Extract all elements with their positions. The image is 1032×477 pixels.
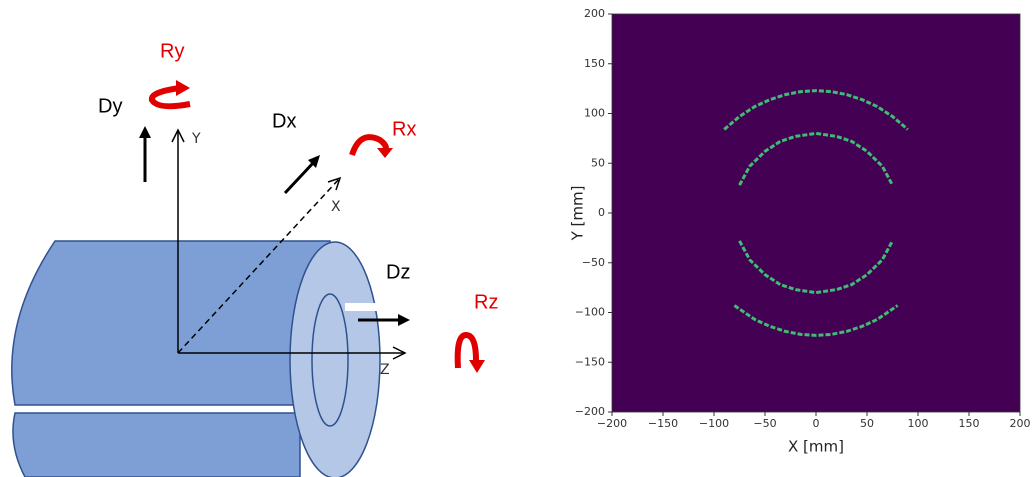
cylinder-lower — [12, 412, 301, 477]
arrow-head — [469, 360, 485, 373]
x-axis-label: X [mm] — [788, 438, 844, 456]
arc-line — [738, 131, 894, 186]
arrow-head — [139, 126, 151, 138]
arrow-head — [176, 80, 190, 96]
x-tick-label: 0 — [813, 417, 820, 430]
arrow-head — [392, 346, 407, 360]
cylinder-upper — [11, 240, 331, 406]
arc-line — [733, 304, 899, 337]
inner-hole — [311, 293, 349, 427]
y-tick-label: −200 — [575, 405, 605, 418]
label-y: Y — [191, 131, 201, 147]
x-tick-label: 50 — [860, 417, 874, 430]
y-tick-label: 100 — [584, 107, 605, 120]
x-tick-label: 200 — [1010, 417, 1031, 430]
x-tick-label: −200 — [597, 417, 627, 430]
plot-frame — [611, 13, 1021, 413]
heatmap-chart: −200 −150 −100 −50 0 50 100 150 200 −200 −150 −100 −… — [569, 7, 1031, 456]
label-rz: Rz — [474, 291, 498, 313]
arc-line — [738, 240, 894, 295]
cylinder-diagram: Ry Dy Y Dx Rx X Dz Rz Z — [11, 40, 498, 477]
label-x: X — [331, 199, 341, 215]
y-tick-label: −150 — [575, 355, 605, 368]
x-tick-label: −50 — [753, 417, 776, 430]
label-z: Z — [380, 362, 390, 378]
y-tick-label: 0 — [598, 206, 605, 219]
x-tick-label: 150 — [959, 417, 980, 430]
x-tick-label: −150 — [648, 417, 678, 430]
x-tick-label: −100 — [699, 417, 729, 430]
y-axis-label: Y [mm] — [569, 186, 587, 242]
arrow-head — [327, 176, 342, 191]
y-tick-label: 150 — [584, 57, 605, 70]
label-rx: Rx — [392, 118, 416, 140]
slit — [345, 303, 385, 311]
rz-rotation — [454, 331, 479, 369]
y-tick-label: 200 — [584, 7, 605, 20]
dx-arrow — [283, 160, 316, 195]
label-dz: Dz — [386, 261, 410, 283]
arrow-head — [308, 155, 320, 168]
label-dx: Dx — [272, 110, 296, 132]
y-tick-label: 50 — [591, 156, 605, 169]
plot-background — [612, 14, 1020, 412]
label-dy: Dy — [98, 95, 122, 117]
x-tick-label: 100 — [908, 417, 929, 430]
arc-line — [723, 89, 909, 131]
arrow-head — [377, 148, 393, 158]
y-tick-label: −50 — [582, 256, 605, 269]
y-tick-label: −100 — [575, 306, 605, 319]
ry-rotation — [148, 85, 191, 110]
label-ry: Ry — [160, 40, 184, 62]
arrow-head — [398, 314, 410, 326]
rx-rotation — [349, 134, 389, 157]
arrow-head — [171, 128, 185, 143]
